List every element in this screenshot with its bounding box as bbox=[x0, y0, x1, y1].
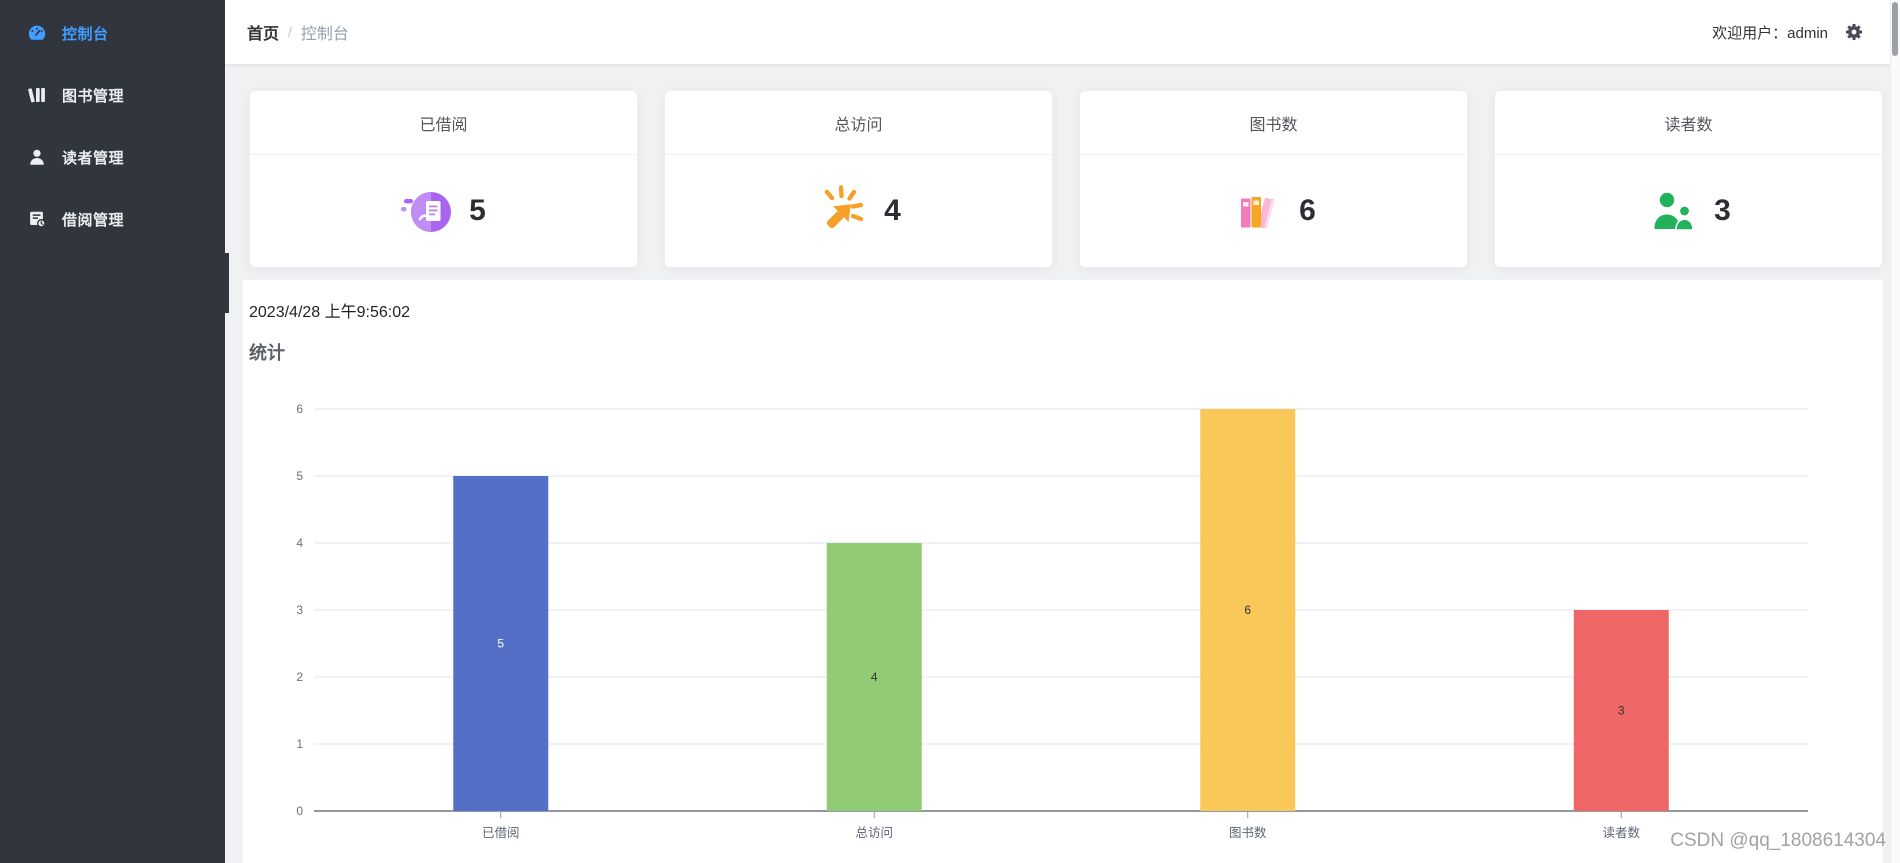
stat-value-borrowed: 5 bbox=[469, 194, 486, 227]
breadcrumb: 首页 / 控制台 bbox=[247, 20, 349, 44]
sidebar-item-label: 读者管理 bbox=[62, 149, 125, 167]
breadcrumb-current: 控制台 bbox=[300, 26, 349, 43]
chart-bar-已借阅[interactable] bbox=[453, 476, 549, 811]
stat-card-readers: 读者数 3 bbox=[1494, 90, 1883, 268]
x-axis-category-label: 读者数 bbox=[1602, 825, 1640, 840]
user-icon bbox=[30, 149, 44, 165]
bar-value-label: 6 bbox=[1244, 603, 1251, 617]
y-axis-tick-label: 2 bbox=[296, 670, 303, 684]
y-axis-tick-label: 1 bbox=[296, 737, 303, 751]
stat-card-title: 已借阅 bbox=[250, 91, 637, 155]
sidebar-item-label: 控制台 bbox=[62, 25, 109, 43]
sidebar-item-label: 图书管理 bbox=[62, 87, 125, 105]
x-axis-category-label: 图书数 bbox=[1229, 825, 1267, 840]
section-title: 统计 bbox=[249, 343, 285, 363]
y-axis-tick-label: 3 bbox=[296, 603, 303, 617]
stat-card-title: 总访问 bbox=[665, 91, 1052, 155]
stat-card-borrowed: 已借阅 5 bbox=[249, 90, 638, 268]
settings-button[interactable] bbox=[1844, 22, 1864, 42]
stat-card-books: 图书数 6 bbox=[1079, 90, 1468, 268]
readers-icon bbox=[1654, 192, 1694, 231]
bar-value-label: 3 bbox=[1618, 704, 1625, 718]
books-icon bbox=[28, 88, 45, 103]
sidebar-item-dashboard[interactable]: 控制台 bbox=[0, 2, 225, 64]
borrow-record-icon bbox=[30, 211, 46, 228]
current-datetime: 2023/4/28 上午9:56:02 bbox=[249, 304, 411, 321]
header-right: 欢迎用户：admin bbox=[1712, 22, 1864, 43]
bar-value-label: 4 bbox=[871, 670, 878, 684]
chart-bar-图书数[interactable] bbox=[1200, 409, 1296, 811]
sidebar: 控制台 图书管理 读者管理 借阅管理 bbox=[0, 0, 225, 863]
sidebar-scrollbar-thumb[interactable] bbox=[225, 253, 229, 313]
y-axis-tick-label: 6 bbox=[296, 402, 303, 416]
x-axis-category-label: 已借阅 bbox=[482, 826, 520, 840]
welcome-user-label: 欢迎用户：admin bbox=[1712, 24, 1828, 42]
stat-card-title: 图书数 bbox=[1080, 91, 1467, 155]
stat-card-visits: 总访问 4 bbox=[664, 90, 1053, 268]
stat-card-title: 读者数 bbox=[1495, 91, 1882, 155]
breadcrumb-separator: / bbox=[288, 24, 292, 40]
sidebar-item-borrow[interactable]: 借阅管理 bbox=[0, 188, 225, 250]
statistics-panel: 2023/4/28 上午9:56:02 统计 0 1 2 3 4 5 6 5 已借阅 4 总访问 6 图… bbox=[243, 280, 1883, 863]
bar-value-label: 5 bbox=[497, 637, 504, 651]
sidebar-menu: 控制台 图书管理 读者管理 借阅管理 bbox=[0, 0, 225, 250]
x-axis-category-label: 总访问 bbox=[855, 826, 893, 840]
books-stack-icon bbox=[1241, 197, 1275, 229]
chart-bar-总访问[interactable] bbox=[826, 543, 922, 811]
stat-value-books: 6 bbox=[1299, 194, 1316, 227]
watermark: CSDN @qq_1808614304 bbox=[1670, 830, 1886, 851]
breadcrumb-home[interactable]: 首页 bbox=[247, 26, 280, 43]
borrowed-document-icon bbox=[401, 192, 452, 232]
header: 首页 / 控制台 欢迎用户：admin bbox=[225, 0, 1900, 64]
sidebar-item-books[interactable]: 图书管理 bbox=[0, 64, 225, 126]
stats-cards-row: 已借阅 5 总访问 bbox=[225, 64, 1900, 268]
statistics-bar-chart[interactable]: 0 1 2 3 4 5 6 5 已借阅 4 总访问 6 图书数 3 读者数 bbox=[243, 375, 1883, 863]
chart-bar-读者数[interactable] bbox=[1573, 610, 1669, 811]
main-content: 已借阅 5 总访问 bbox=[225, 64, 1900, 863]
dashboard-gauge-icon bbox=[28, 25, 46, 40]
click-cursor-icon bbox=[824, 185, 864, 229]
y-axis-tick-label: 5 bbox=[296, 469, 303, 483]
stat-value-readers: 3 bbox=[1714, 194, 1731, 227]
page-scrollbar-track[interactable] bbox=[1890, 0, 1900, 863]
y-axis-tick-label: 0 bbox=[296, 804, 303, 818]
stat-value-visits: 4 bbox=[884, 194, 901, 227]
gear-icon bbox=[1846, 24, 1862, 40]
y-axis-tick-label: 4 bbox=[296, 536, 303, 550]
page-scrollbar-thumb[interactable] bbox=[1892, 2, 1898, 56]
sidebar-item-label: 借阅管理 bbox=[62, 211, 125, 229]
sidebar-item-readers[interactable]: 读者管理 bbox=[0, 126, 225, 188]
